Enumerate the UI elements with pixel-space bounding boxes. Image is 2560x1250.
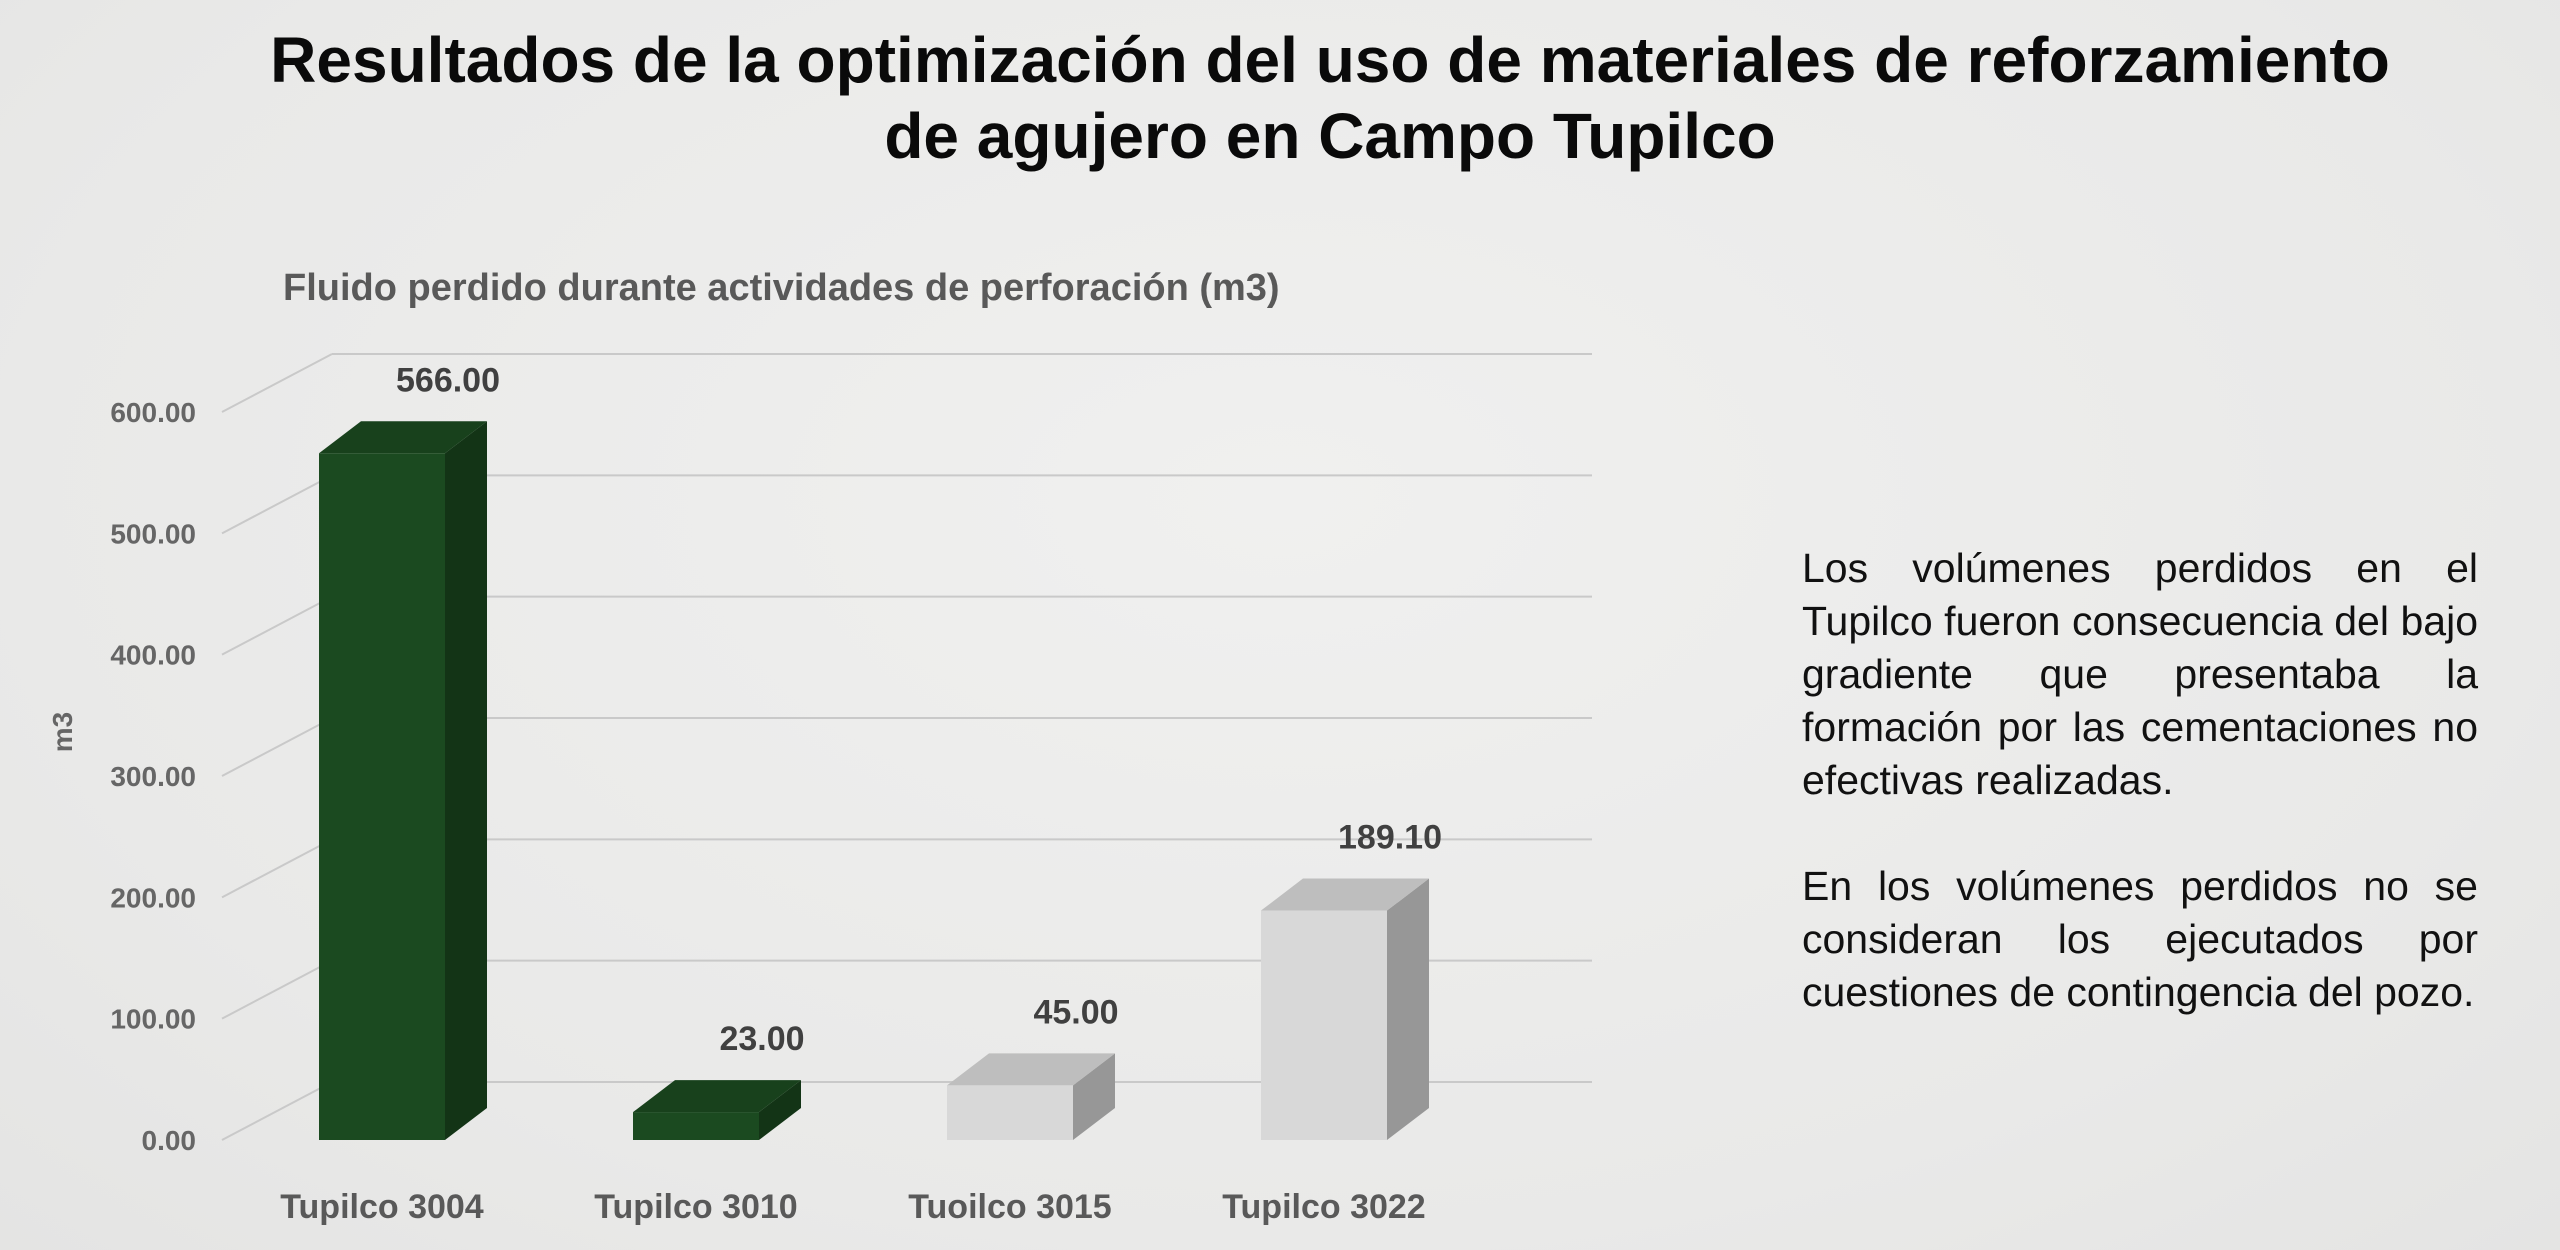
y-tick-label: 500.00: [110, 518, 196, 549]
bar-top-face: [1261, 878, 1429, 911]
x-category-label: Tuoilco 3015: [908, 1188, 1111, 1226]
notes-paragraph-2: En los volúmenes perdidos no se consider…: [1802, 863, 2478, 1015]
page-title: Resultados de la optimización del uso de…: [250, 22, 2410, 174]
bar-front-face: [1261, 910, 1387, 1140]
gridline-diagonal: [221, 353, 333, 413]
gridline-diagonal: [221, 959, 333, 1020]
y-tick-label: 100.00: [110, 1004, 196, 1035]
bar-1: [319, 421, 487, 1141]
notes-panel: Los volúmenes perdidos en el Tupilco fue…: [1802, 542, 2478, 1072]
chart-title: Fluido perdido durante actividades de pe…: [283, 267, 1280, 309]
gridline-diagonal: [221, 595, 333, 656]
gridline-diagonal: [221, 717, 333, 777]
gridline-diagonal: [221, 1081, 333, 1141]
bar-top-face: [633, 1080, 801, 1113]
bar-front-face: [319, 453, 445, 1141]
y-tick-label: 300.00: [110, 761, 196, 792]
bar-3: [947, 1053, 1115, 1140]
bar-4: [1261, 878, 1429, 1140]
bar-side-face: [1387, 878, 1429, 1140]
data-label: 45.00: [1033, 993, 1118, 1031]
page-title-line-2: de agujero en Campo Tupilco: [884, 100, 1776, 172]
bar-2: [633, 1080, 801, 1140]
gridlines: [221, 353, 1592, 1141]
data-label: 189.10: [1338, 819, 1442, 857]
gridline-diagonal: [221, 838, 333, 899]
bar-top-face: [947, 1053, 1115, 1086]
y-tick-label: 400.00: [110, 640, 196, 671]
bar-front-face: [633, 1112, 759, 1140]
x-category-label: Tupilco 3022: [1222, 1188, 1425, 1226]
bars: [319, 421, 1429, 1141]
y-tick-label: 200.00: [110, 882, 196, 913]
x-category-label: Tupilco 3010: [594, 1188, 797, 1226]
bar-side-face: [1073, 1053, 1115, 1140]
bar-chart: Fluido perdido durante actividades de pe…: [47, 267, 1592, 1226]
bar-side-face: [445, 421, 487, 1141]
page-title-line-1: Resultados de la optimización del uso de…: [270, 24, 2390, 96]
data-label: 23.00: [719, 1020, 804, 1058]
gridline-diagonal: [221, 474, 333, 535]
bar-top-face: [319, 421, 487, 454]
y-tick-label: 600.00: [110, 397, 196, 428]
bar-side-face: [759, 1080, 801, 1140]
y-axis-ticks: 0.00 100.00 200.00 300.00 400.00 500.00 600.00: [110, 397, 196, 1156]
data-label: 566.00: [396, 361, 500, 399]
y-tick-label: 0.00: [142, 1125, 197, 1156]
bar-front-face: [947, 1085, 1073, 1140]
data-labels: 566.00 23.00 45.00 189.10: [396, 361, 1442, 1058]
x-category-label: Tupilco 3004: [280, 1188, 484, 1226]
x-axis-categories: Tupilco 3004 Tupilco 3010 Tuoilco 3015 Tupi…: [280, 1188, 1425, 1226]
y-axis-label: m3: [47, 712, 78, 752]
notes-paragraph-1: Los volúmenes perdidos en el Tupilco fue…: [1802, 545, 2478, 803]
